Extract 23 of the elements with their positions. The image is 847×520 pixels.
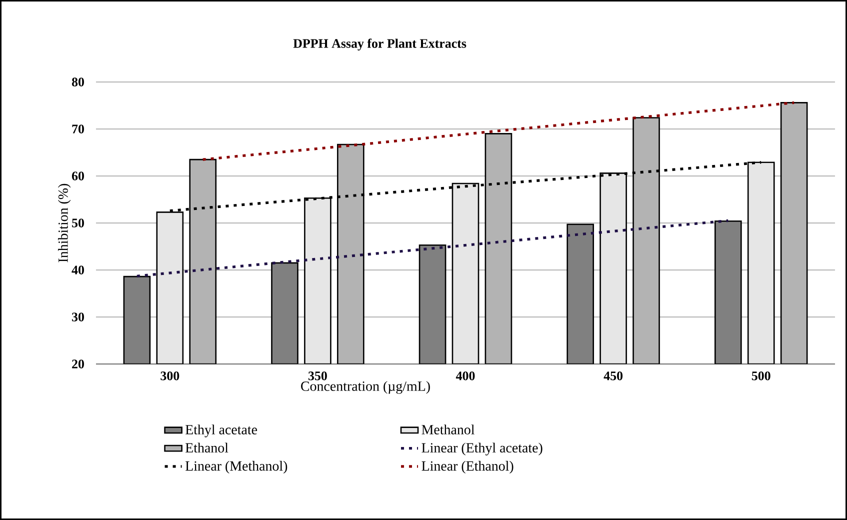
x-tick-label: 500 bbox=[752, 372, 770, 380]
x-tick-label: 450 bbox=[604, 372, 623, 380]
legend-label: Linear (Ethanol) bbox=[422, 460, 514, 474]
chart-title: DPPH Assay for Plant Extracts bbox=[293, 38, 466, 51]
y-tick-label: 70 bbox=[72, 124, 84, 134]
y-tick-label: 80 bbox=[72, 78, 84, 86]
line-series bbox=[136, 219, 730, 278]
x-tick-label: 400 bbox=[456, 372, 475, 380]
legend-label: Methanol bbox=[422, 424, 474, 434]
y-tick-label: 20 bbox=[72, 360, 84, 368]
legend-label: Ethanol bbox=[185, 442, 228, 453]
x-tick-label: 350 bbox=[308, 372, 327, 380]
legend-label: Ethyl acetate bbox=[185, 424, 258, 438]
y-tick-label: 30 bbox=[72, 312, 84, 322]
x-axis-title: Concentration (µg/mL) bbox=[301, 381, 430, 394]
y-axis-title: Inhibition (%) bbox=[58, 184, 71, 262]
y-tick-label: 60 bbox=[72, 172, 84, 180]
y-tick-label: 50 bbox=[72, 218, 84, 228]
legend-label: Linear (Methanol) bbox=[185, 460, 288, 474]
y-tick-label: 40 bbox=[72, 266, 84, 274]
legend-label: Linear (Ethyl acetate) bbox=[422, 442, 542, 456]
x-tick-label: 300 bbox=[160, 372, 180, 380]
line-series bbox=[202, 101, 796, 161]
